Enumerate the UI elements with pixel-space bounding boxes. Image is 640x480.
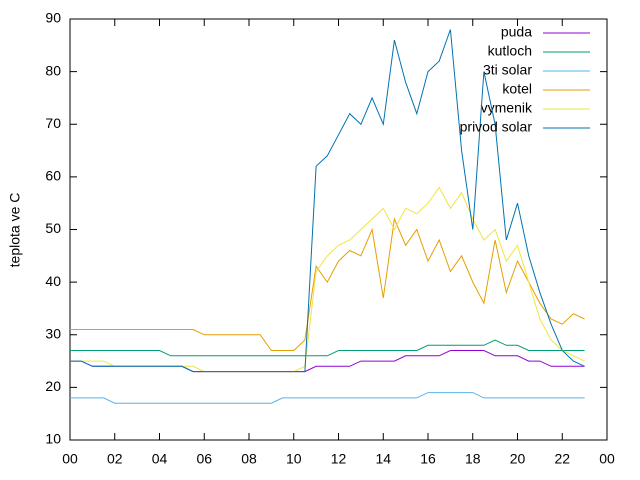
legend-label: 3ti solar	[483, 62, 532, 78]
x-tick-label: 18	[465, 451, 481, 467]
x-tick-label: 04	[152, 451, 168, 467]
y-tick-label: 30	[45, 325, 61, 341]
legend-label: puda	[501, 24, 532, 40]
y-tick-label: 20	[45, 378, 61, 394]
y-tick-label: 70	[45, 115, 61, 131]
series-line	[70, 392, 585, 404]
series-line	[70, 339, 585, 357]
y-tick-label: 40	[45, 273, 61, 289]
series-line	[70, 29, 585, 373]
y-axis-label: teplota ve C	[7, 193, 23, 268]
y-tick-label: 50	[45, 220, 61, 236]
x-tick-label: 20	[510, 451, 526, 467]
legend-label: kotel	[502, 81, 532, 97]
x-tick-label: 02	[107, 451, 123, 467]
x-tick-label: 08	[241, 451, 257, 467]
legend-label: vymenik	[481, 100, 533, 116]
x-tick-label: 00	[599, 451, 615, 467]
y-tick-label: 10	[45, 431, 61, 447]
x-tick-label: 10	[286, 451, 302, 467]
plot-border	[69, 18, 608, 441]
y-tick-label: 90	[45, 10, 61, 26]
legend-label: kutloch	[488, 43, 532, 59]
x-tick-label: 22	[554, 451, 570, 467]
x-tick-label: 12	[331, 451, 347, 467]
x-tick-label: 00	[62, 451, 78, 467]
x-tick-label: 14	[375, 451, 391, 467]
legend-label: privod solar	[460, 119, 533, 135]
series-line	[70, 217, 585, 351]
y-tick-label: 60	[45, 168, 61, 184]
x-tick-label: 16	[420, 451, 436, 467]
y-tick-label: 80	[45, 62, 61, 78]
x-tick-label: 06	[196, 451, 212, 467]
